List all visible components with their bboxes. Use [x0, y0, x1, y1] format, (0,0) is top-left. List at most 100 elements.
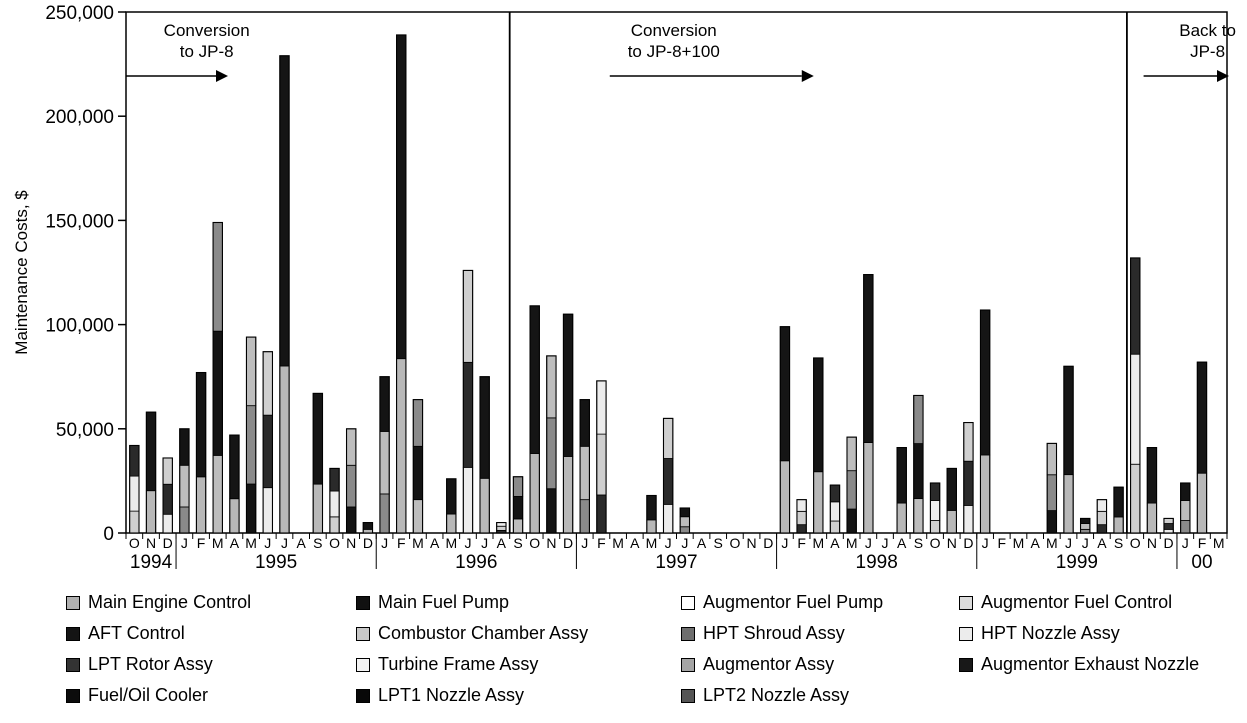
x-tick-label: N — [747, 535, 757, 551]
bar-segment — [379, 376, 390, 432]
x-tick-label: D — [363, 535, 373, 551]
legend-label: Augmentor Fuel Control — [981, 592, 1173, 612]
bar-segment — [179, 506, 190, 534]
bar-segment — [779, 460, 791, 534]
bar-segment — [1146, 502, 1158, 534]
legend-item: Fuel/Oil Cooler — [66, 685, 208, 706]
bar-segment — [129, 475, 140, 512]
bar — [846, 436, 857, 534]
legend-label: Combustor Chamber Assy — [378, 623, 589, 643]
x-tick-label: J — [865, 535, 872, 551]
bar — [1163, 517, 1174, 534]
bar — [896, 447, 907, 534]
bar-segment — [579, 499, 590, 534]
x-tick-label: A — [430, 535, 440, 551]
x-tick-label: F — [397, 535, 406, 551]
x-tick-label: J — [581, 535, 588, 551]
bar-segment — [412, 445, 424, 501]
bar-segment — [262, 351, 273, 416]
legend-item: Main Engine Control — [66, 592, 251, 613]
bar-segment — [963, 460, 974, 506]
bar-segment — [679, 526, 690, 534]
bar-segment — [963, 422, 974, 462]
bar — [279, 55, 290, 534]
x-tick-label: A — [630, 535, 640, 551]
year-label: 1994 — [130, 552, 173, 573]
bar-segment — [362, 522, 373, 530]
bar — [1196, 361, 1208, 534]
legend-swatch — [681, 688, 695, 703]
x-tick-label: S — [513, 535, 522, 551]
x-tick-label: J — [464, 535, 471, 551]
legend-swatch — [66, 688, 80, 703]
x-tick-label: M — [1213, 535, 1225, 551]
bar-segment — [329, 516, 340, 534]
bar-segment — [1063, 474, 1074, 534]
bar — [579, 399, 590, 534]
bar — [396, 34, 407, 534]
bar-segment — [980, 309, 991, 456]
legend-label: HPT Shroud Assy — [703, 623, 845, 643]
bar-segment — [646, 495, 657, 521]
bar-segment — [145, 411, 157, 492]
bar-segment — [579, 445, 590, 501]
x-tick-label: S — [1114, 535, 1123, 551]
bar-segment — [813, 471, 824, 534]
x-tick-label: F — [597, 535, 606, 551]
bar-segment — [162, 483, 173, 515]
legend-swatch — [356, 657, 370, 672]
x-tick-label: J — [665, 535, 672, 551]
bar — [262, 351, 274, 534]
bar-segment — [663, 503, 674, 534]
legend-swatch — [959, 595, 973, 610]
bar — [329, 467, 340, 534]
bar-segment — [1130, 353, 1141, 465]
bar-segment — [963, 504, 974, 534]
x-tick-label: O — [1130, 535, 1141, 551]
bar-segment — [813, 357, 824, 473]
bar-segment — [229, 434, 240, 500]
x-tick-label: N — [1147, 535, 1157, 551]
bar-segment — [1063, 365, 1074, 476]
bar-segment — [346, 506, 357, 534]
legend-swatch — [681, 657, 695, 672]
bar-segment — [179, 464, 190, 508]
bar-segment — [279, 55, 290, 367]
bar — [963, 421, 974, 534]
x-tick-label: O — [729, 535, 740, 551]
legend-swatch — [356, 595, 370, 610]
y-tick-label: 150,000 — [45, 211, 114, 232]
legend-label: Turbine Frame Assy — [378, 654, 539, 674]
bar-segment — [1163, 523, 1174, 530]
y-axis-label: Maintenance Costs, $ — [12, 190, 31, 355]
bar — [345, 428, 357, 534]
bar-segment — [129, 510, 140, 534]
bar-segment — [312, 483, 323, 534]
bar-segment — [562, 313, 574, 457]
x-tick-label: D — [1164, 535, 1174, 551]
bar — [446, 478, 457, 534]
bar-segment — [546, 488, 557, 534]
bar-segment — [546, 355, 557, 419]
legend-swatch — [66, 595, 80, 610]
x-tick-label: J — [381, 535, 388, 551]
annotation-line-1: Conversion — [631, 21, 717, 40]
bar-segment — [1180, 500, 1191, 521]
x-tick-label: J — [1082, 535, 1089, 551]
bar — [829, 484, 841, 534]
legend-swatch — [356, 688, 370, 703]
bar-segment — [946, 509, 957, 534]
bar — [796, 499, 807, 534]
x-tick-label: D — [763, 535, 773, 551]
bar-segment — [246, 405, 257, 485]
x-tick-label: A — [296, 535, 306, 551]
bar — [496, 522, 507, 534]
x-tick-label: D — [963, 535, 973, 551]
x-tick-label: F — [1198, 535, 1207, 551]
y-tick-label: 250,000 — [45, 3, 114, 24]
legend-item: Main Fuel Pump — [356, 592, 509, 613]
bar-segment — [679, 507, 690, 518]
bar — [412, 399, 424, 534]
bar-segment — [896, 447, 907, 504]
bar — [1096, 499, 1108, 534]
